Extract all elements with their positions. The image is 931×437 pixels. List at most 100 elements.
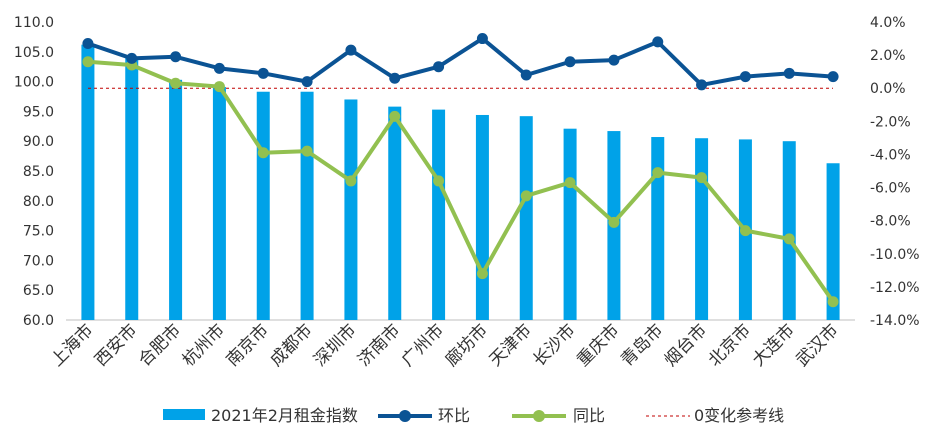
yoy-point (608, 216, 620, 228)
right-tick-label: -14.0% (870, 313, 920, 329)
mom-point (608, 54, 620, 66)
yoy-point (345, 175, 357, 187)
left-tick-label: 75.0 (23, 224, 54, 240)
mom-point (213, 62, 225, 74)
right-tick-label: 2.0% (870, 48, 906, 64)
legend-label-mom: 环比 (438, 406, 470, 425)
line-series (82, 33, 839, 308)
category-label: 天津市 (486, 320, 536, 370)
category-label: 武汉市 (792, 320, 842, 370)
bar (344, 99, 358, 320)
mom-point (652, 36, 664, 48)
legend-label-reference: 0变化参考线 (694, 406, 784, 425)
mom-point (257, 67, 269, 79)
yoy-point (170, 77, 182, 89)
bar (782, 141, 796, 320)
mom-point (301, 76, 313, 88)
left-tick-label: 95.0 (23, 104, 54, 120)
mom-series-line (87, 36, 834, 87)
yoy-point (433, 175, 445, 187)
bar (81, 44, 95, 320)
right-tick-label: -4.0% (870, 147, 911, 163)
yoy-series-line (87, 59, 835, 303)
right-tick-label: 4.0% (870, 15, 906, 31)
mom-point (739, 71, 751, 83)
yoy-point (739, 225, 751, 237)
legend-label-rent-index: 2021年2月租金指数 (211, 406, 358, 425)
right-tick-label: -2.0% (870, 114, 911, 130)
yoy-point (783, 233, 795, 245)
category-label: 济南市 (354, 320, 404, 370)
left-tick-label: 90.0 (23, 134, 54, 150)
yoy-point (520, 190, 532, 202)
category-labels: 上海市西安市合肥市杭州市南京市成都市深圳市济南市广州市廊坊市天津市长沙市重庆市青… (47, 320, 842, 370)
right-tick-label: -8.0% (870, 214, 911, 230)
yoy-point (652, 167, 664, 179)
left-tick-label: 85.0 (23, 164, 54, 180)
right-tick-label: 0.0% (870, 81, 906, 97)
mom-point (433, 61, 445, 73)
left-tick-label: 70.0 (23, 253, 54, 269)
category-label: 广州市 (398, 320, 448, 370)
yoy-point (82, 56, 94, 68)
yoy-point (696, 172, 708, 184)
yoy-point (301, 145, 313, 157)
bar (125, 57, 139, 320)
bar (651, 137, 665, 320)
category-label: 杭州市 (179, 320, 229, 370)
mom-point (389, 72, 401, 84)
right-tick-label: -10.0% (870, 247, 920, 263)
legend-yoy-marker (533, 410, 545, 422)
yoy-point (389, 110, 401, 122)
mom-point (783, 67, 795, 79)
bar (432, 109, 446, 320)
mom-point (564, 56, 576, 68)
left-tick-label: 80.0 (23, 194, 54, 210)
right-tick-label: -6.0% (870, 181, 911, 197)
left-tick-label: 105.0 (14, 45, 54, 61)
category-label: 南京市 (223, 320, 273, 370)
category-label: 深圳市 (310, 320, 360, 370)
legend-mom-marker (399, 410, 411, 422)
yoy-point (564, 177, 576, 189)
yoy-point (476, 268, 488, 280)
mom-point (827, 71, 839, 83)
mom-point (696, 79, 708, 91)
bar (169, 79, 183, 320)
category-label: 烟台市 (661, 320, 711, 370)
legend-label-yoy: 同比 (573, 406, 605, 425)
left-y-axis-ticks: 60.0 65.0 70.0 75.0 80.0 85.0 90.0 95.0 100.0 105… (14, 15, 54, 329)
mom-point (345, 44, 357, 56)
left-tick-label: 60.0 (23, 313, 54, 329)
mom-point (476, 33, 488, 45)
left-tick-label: 100.0 (14, 75, 54, 91)
category-label: 成都市 (266, 320, 316, 370)
bar (300, 91, 314, 321)
category-label: 长沙市 (529, 320, 579, 370)
legend-bar-swatch (163, 409, 205, 420)
left-tick-label: 110.0 (14, 15, 54, 31)
mom-point (170, 51, 182, 63)
category-label: 上海市 (47, 320, 97, 370)
left-tick-label: 65.0 (23, 283, 54, 299)
bar (256, 91, 270, 321)
category-label: 青岛市 (617, 320, 667, 370)
bar (695, 138, 709, 320)
right-y-axis-ticks: -14.0% -12.0% -10.0% -8.0% -6.0% -4.0% -2.0% 0.… (870, 15, 920, 329)
mom-point (82, 38, 94, 50)
bar (475, 114, 489, 320)
category-label: 西安市 (91, 320, 141, 370)
category-label: 北京市 (705, 320, 755, 370)
bar (519, 116, 533, 320)
category-label: 合肥市 (135, 320, 185, 370)
yoy-point (257, 147, 269, 159)
category-label: 重庆市 (573, 320, 623, 370)
legend: 2021年2月租金指数 环比 同比 0变化参考线 (163, 406, 784, 425)
category-label: 廊坊市 (442, 320, 492, 370)
mom-point (126, 52, 138, 64)
right-tick-label: -12.0% (870, 280, 920, 296)
yoy-point (213, 81, 225, 93)
mom-point (520, 69, 532, 81)
category-label: 大连市 (749, 320, 799, 370)
